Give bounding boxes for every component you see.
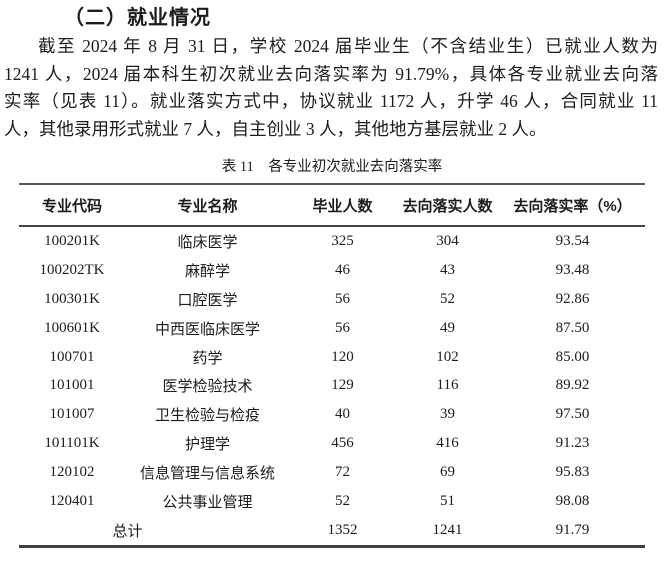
table-row: 120102 信息管理与信息系统 72 69 95.83 [19,458,645,487]
table-row: 120401 公共事业管理 52 51 98.08 [19,487,645,516]
cell-major-name: 公共事业管理 [162,494,253,511]
table-row: 100301K 口腔医学 56 52 92.86 [19,285,645,314]
cell-total-rate: 91.79 [555,521,590,538]
cell-rate: 92.86 [555,290,590,307]
cell-graduates: 56 [335,319,350,336]
cell-placed: 43 [440,261,455,278]
cell-rate: 91.23 [555,435,590,452]
cell-rate: 89.92 [555,377,590,394]
table-caption: 表 11 各专业初次就业去向落实率 [221,159,443,175]
cell-graduates: 120 [331,348,354,365]
header-cell-rate: 去向落实率（%） [513,197,632,215]
table-row: 100202TK 麻醉学 46 43 93.48 [19,256,645,285]
body-paragraph: 截至 2024 年 8 月 31 日，学校 2024 届毕业生（不含结业生）已就… [4,33,658,143]
cell-placed: 102 [436,348,459,365]
cell-major-code: 100202TK [39,261,105,278]
cell-major-code: 120401 [49,492,95,509]
cell-graduates: 325 [331,232,354,249]
cell-major-code: 100601K [44,319,100,336]
cell-major-code: 101001 [49,377,95,394]
header-cell-graduates: 毕业人数 [312,197,373,215]
cell-graduates: 46 [335,261,350,278]
cell-major-code: 101101K [44,435,100,452]
cell-total-graduates: 1352 [327,521,358,538]
table-row: 101001 医学检验技术 129 116 89.92 [19,371,645,400]
cell-graduates: 40 [335,406,350,423]
cell-major-code: 120102 [49,464,95,481]
cell-major-name: 药学 [192,350,223,367]
cell-placed: 49 [440,319,455,336]
cell-rate: 98.08 [555,492,590,509]
table-row: 100601K 中西医临床医学 56 49 87.50 [19,314,645,343]
section-title: （二）就业情况 [64,7,211,29]
cell-major-name: 卫生检验与检疫 [154,408,260,425]
paragraph-line: 实率（见表 11）。就业落实方式中，协议就业 1172 人，升学 46 人，合同… [4,91,658,111]
cell-total-label: 总计 [112,523,143,540]
table-row: 100701 药学 120 102 85.00 [19,343,645,372]
cell-graduates: 456 [331,435,354,452]
cell-placed: 52 [440,290,455,307]
cell-placed: 51 [440,492,455,509]
cell-rate: 93.54 [555,232,590,249]
cell-major-name: 医学检验技术 [162,379,253,396]
cell-major-name: 信息管理与信息系统 [139,466,275,483]
cell-major-code: 101007 [49,406,95,423]
cell-major-code: 100701 [49,348,95,365]
cell-graduates: 56 [335,290,350,307]
cell-placed: 416 [436,435,459,452]
header-cell-placed: 去向落实人数 [402,197,493,215]
cell-placed: 69 [440,464,455,481]
header-cell-major-name: 专业名称 [177,197,238,215]
header-cell-major-code: 专业代码 [41,197,102,215]
table-row: 101007 卫生检验与检疫 40 39 97.50 [19,400,645,429]
paragraph-line: 1241 人，2024 届本科生初次就业去向落实率为 91.79%，具体各专业就… [4,63,658,84]
cell-major-name: 临床医学 [177,234,238,251]
cell-placed: 304 [436,232,459,249]
cell-major-name: 中西医临床医学 [154,321,260,338]
cell-rate: 97.50 [555,406,590,423]
cell-placed: 116 [436,377,459,394]
cell-graduates: 72 [335,464,350,481]
cell-major-name: 口腔医学 [177,292,238,309]
table-header-row: 专业代码 专业名称 毕业人数 去向落实人数 去向落实率（%） [19,185,645,227]
cell-total-placed: 1241 [432,521,463,538]
cell-major-code: 100201K [44,232,100,249]
employment-table: 专业代码 专业名称 毕业人数 去向落实人数 去向落实率（%） 100201K 临… [19,183,645,548]
cell-major-name: 护理学 [184,437,230,454]
cell-rate: 85.00 [555,348,590,365]
cell-major-name: 麻醉学 [184,263,230,280]
cell-rate: 87.50 [555,319,590,336]
table-row: 100201K 临床医学 325 304 93.54 [19,227,645,256]
cell-graduates: 52 [335,492,350,509]
paragraph-line: 截至 2024 年 8 月 31 日，学校 2024 届毕业生（不含结业生）已就… [38,36,658,56]
cell-major-code: 100301K [44,290,100,307]
paragraph-line: 人，其他录用形式就业 7 人，自主创业 3 人，其他地方基层就业 2 人。 [4,118,547,139]
table-total-row: 总计 1352 1241 91.79 [19,516,645,545]
table-row: 101101K 护理学 456 416 91.23 [19,429,645,458]
cell-rate: 93.48 [555,261,590,278]
cell-rate: 95.83 [555,464,590,481]
cell-graduates: 129 [331,377,354,394]
cell-placed: 39 [440,406,455,423]
